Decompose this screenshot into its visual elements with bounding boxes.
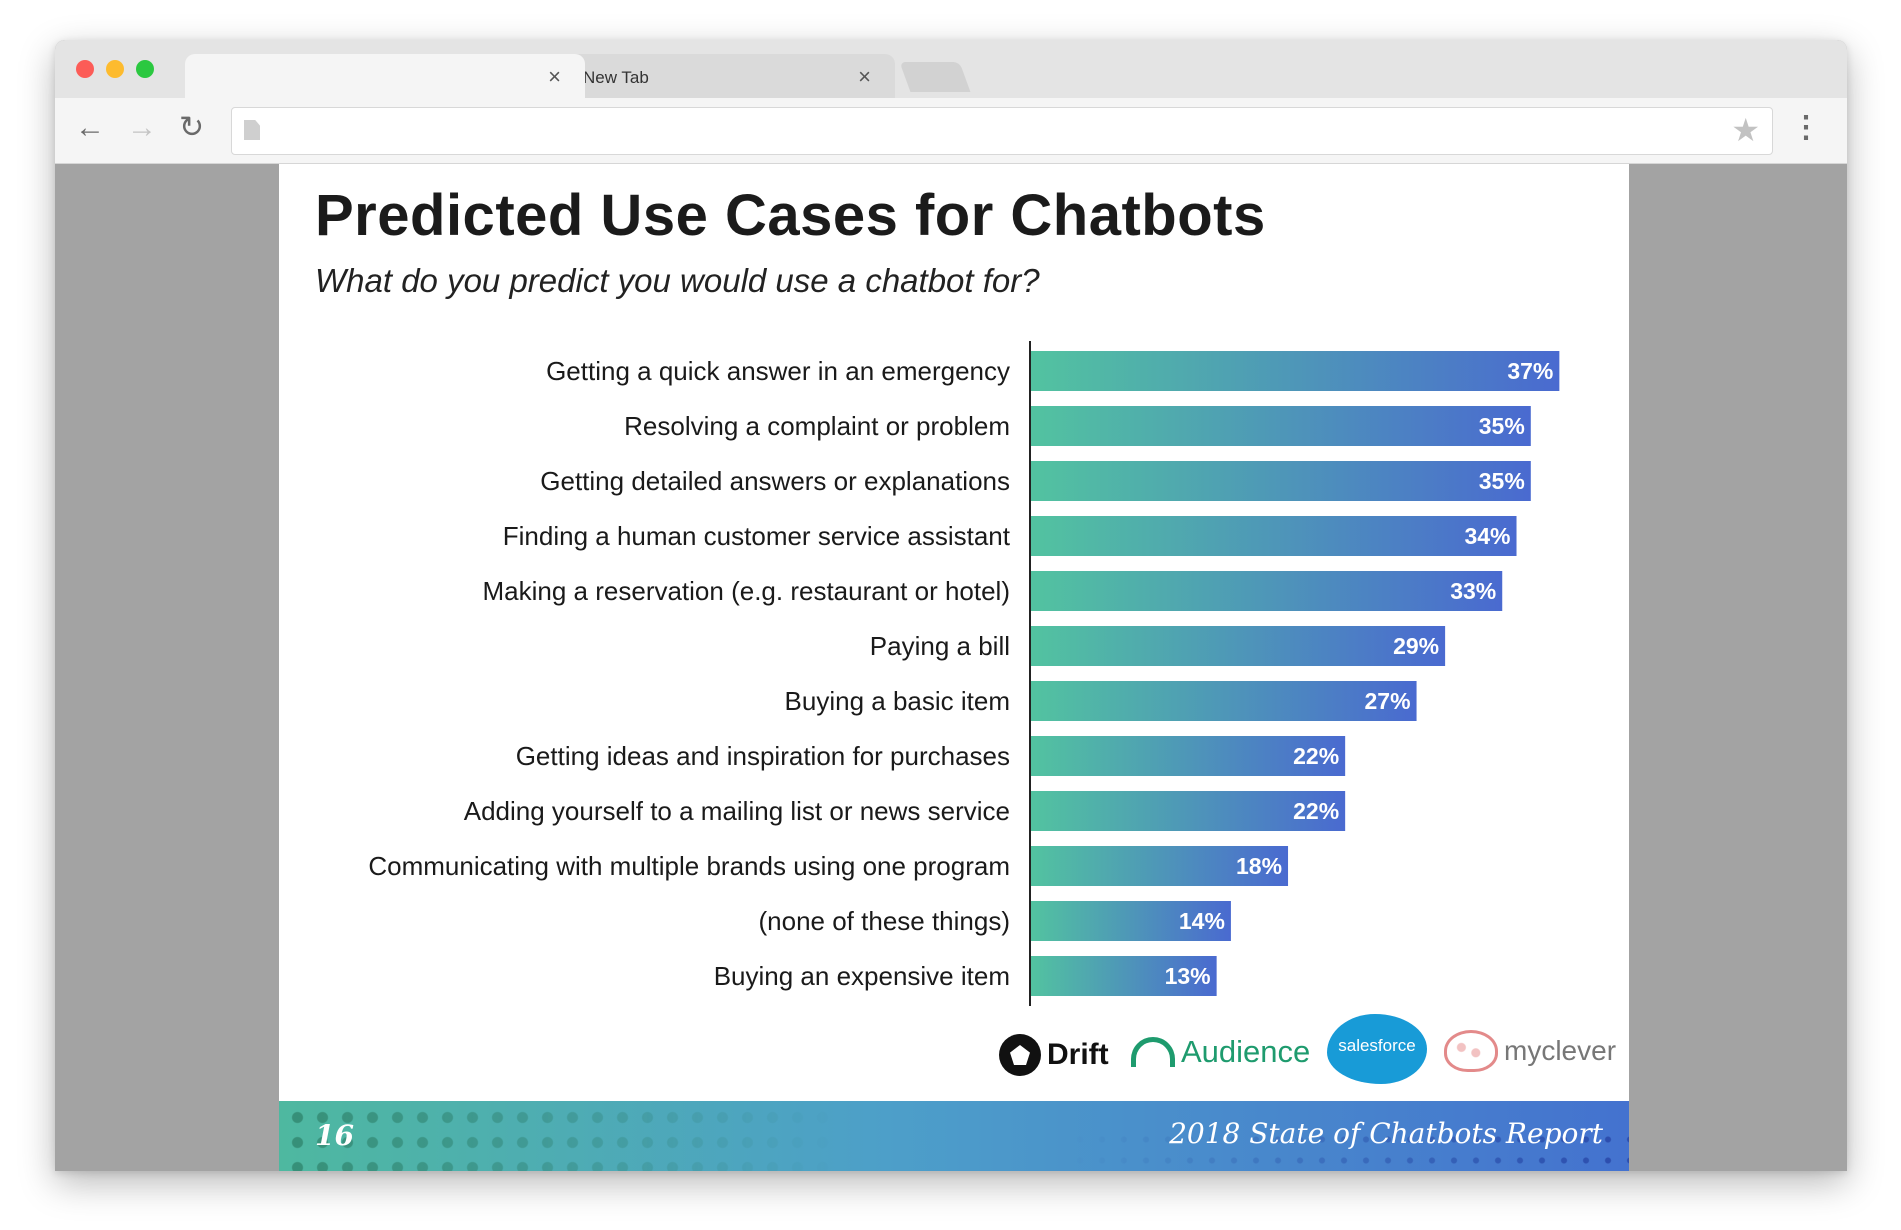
bar xyxy=(1031,571,1503,611)
myclever-brain-icon xyxy=(1444,1030,1498,1072)
bar xyxy=(1031,736,1346,776)
category-label: Getting a quick answer in an emergency xyxy=(546,356,1010,386)
category-label: Resolving a complaint or problem xyxy=(624,411,1010,441)
audience-logo: Audience xyxy=(1131,1034,1310,1070)
page-viewport: Predicted Use Cases for Chatbots What do… xyxy=(55,164,1847,1171)
data-label: 33% xyxy=(1450,578,1496,604)
bar xyxy=(1031,791,1346,831)
slide: Predicted Use Cases for Chatbots What do… xyxy=(279,164,1629,1171)
bar xyxy=(1031,681,1417,721)
category-label: Adding yourself to a mailing list or new… xyxy=(464,796,1010,826)
salesforce-cloud-icon xyxy=(1327,1014,1427,1084)
tab-title: New Tab xyxy=(583,68,649,87)
myclever-logo-text: myclever xyxy=(1504,1035,1617,1066)
maximize-window-button[interactable] xyxy=(136,60,154,78)
reload-icon[interactable]: ↻ xyxy=(179,111,205,144)
category-label: (none of these things) xyxy=(759,906,1011,936)
data-label: 35% xyxy=(1479,468,1525,494)
page-number: 16 xyxy=(315,1119,354,1152)
back-arrow-icon[interactable]: ← xyxy=(75,111,105,144)
data-label: 14% xyxy=(1179,908,1225,934)
data-label: 22% xyxy=(1293,743,1339,769)
close-icon[interactable]: × xyxy=(858,64,871,89)
footer-dot-pattern-right xyxy=(1069,1129,1629,1171)
forward-arrow-icon[interactable]: → xyxy=(127,111,157,144)
menu-icon[interactable]: ⋮ xyxy=(1791,111,1821,144)
salesforce-logo: salesforce xyxy=(1327,1014,1427,1084)
myclever-logo: myclever xyxy=(1444,1030,1616,1072)
data-label: 34% xyxy=(1464,523,1510,549)
category-label: Getting ideas and inspiration for purcha… xyxy=(516,741,1010,771)
bar xyxy=(1031,956,1217,996)
tab-new-tab[interactable]: New Tab × xyxy=(545,54,895,98)
category-label: Buying an expensive item xyxy=(714,961,1010,991)
bar-chart: Getting a quick answer in an emergency 37… xyxy=(368,341,1560,1006)
page-icon xyxy=(244,120,260,140)
category-label: Getting detailed answers or explanations xyxy=(540,466,1010,496)
bar xyxy=(1031,901,1231,941)
audience-logo-text: Audience xyxy=(1181,1034,1311,1069)
bar xyxy=(1031,461,1531,501)
bookmark-star-icon[interactable]: ★ xyxy=(1731,112,1760,148)
browser-window: New Tab × × ← → ↻ ★ ⋮ Predicted Use Case… xyxy=(55,40,1847,1171)
report-title: 2018 State of Chatbots Report xyxy=(1169,1117,1603,1150)
browser-toolbar: ← → ↻ ★ ⋮ xyxy=(55,98,1847,164)
data-label: 27% xyxy=(1365,688,1411,714)
bar xyxy=(1031,626,1446,666)
category-label: Finding a human customer service assista… xyxy=(503,521,1011,551)
data-label: 18% xyxy=(1236,853,1282,879)
category-label: Paying a bill xyxy=(870,631,1010,661)
bar xyxy=(1031,406,1531,446)
salesforce-logo-text: salesforce xyxy=(1338,1036,1416,1055)
new-tab-button[interactable] xyxy=(899,62,971,92)
drift-logo: Drift xyxy=(999,1034,1109,1076)
data-label: 22% xyxy=(1293,798,1339,824)
slide-footer: 16 2018 State of Chatbots Report xyxy=(279,1101,1629,1171)
category-label: Making a reservation (e.g. restaurant or… xyxy=(483,576,1010,606)
close-window-button[interactable] xyxy=(76,60,94,78)
tab-bar: New Tab × × xyxy=(55,40,1847,98)
category-label: Buying a basic item xyxy=(785,686,1010,716)
data-label: 29% xyxy=(1393,633,1439,659)
data-label: 37% xyxy=(1507,358,1553,384)
footer-dot-pattern xyxy=(279,1101,839,1171)
bar xyxy=(1031,351,1560,391)
bar xyxy=(1031,846,1289,886)
close-icon[interactable]: × xyxy=(548,64,561,89)
audience-logo-icon xyxy=(1131,1037,1175,1067)
category-label: Communicating with multiple brands using… xyxy=(368,851,1010,881)
page-subtitle: What do you predict you would use a chat… xyxy=(315,262,1040,299)
data-label: 35% xyxy=(1479,413,1525,439)
tab-active[interactable]: × xyxy=(185,54,585,98)
page-title: Predicted Use Cases for Chatbots xyxy=(315,183,1266,248)
drift-logo-icon xyxy=(999,1034,1041,1076)
minimize-window-button[interactable] xyxy=(106,60,124,78)
sponsor-logos: Drift Audience salesforce myclever xyxy=(279,1014,1629,1094)
address-bar[interactable]: ★ xyxy=(231,107,1773,155)
drift-logo-text: Drift xyxy=(1047,1038,1109,1071)
data-label: 13% xyxy=(1165,963,1211,989)
bar xyxy=(1031,516,1517,556)
